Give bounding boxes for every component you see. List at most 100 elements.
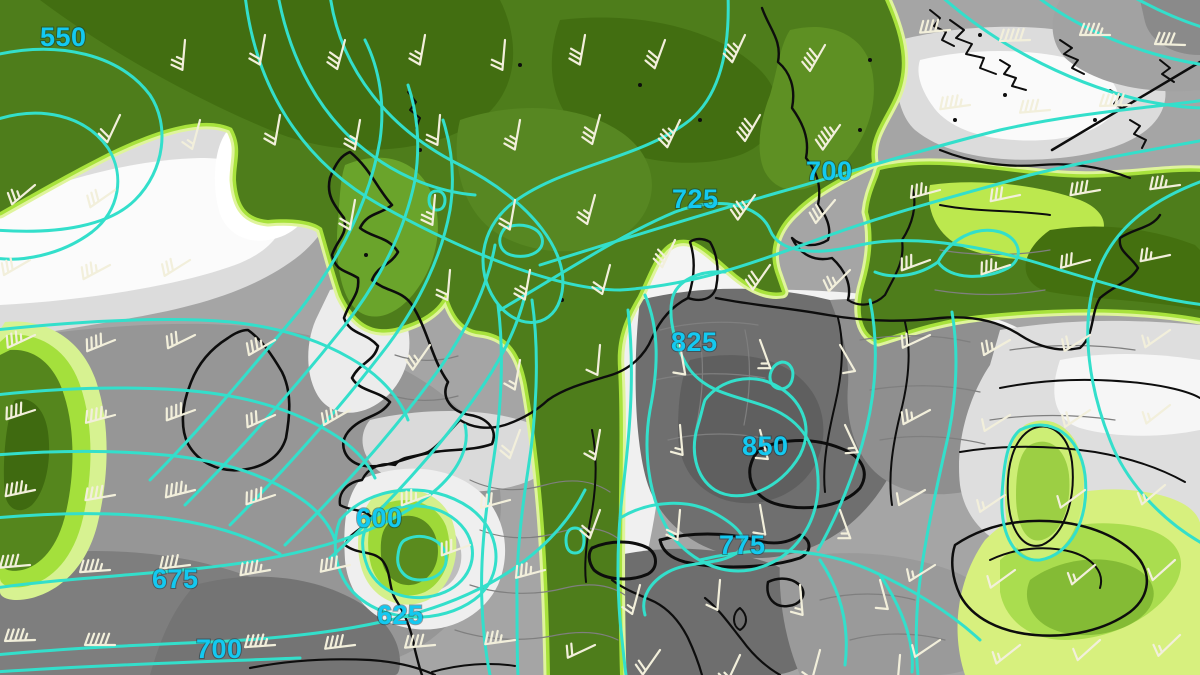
wind-barb [585,343,602,376]
wind-barb [1147,558,1177,582]
wind-barb [1066,563,1097,586]
border-line [939,204,1051,216]
wind-barb [85,332,117,353]
isoline [873,228,1020,278]
island-dot [364,253,368,257]
wind-barb [919,18,952,34]
border-line [431,663,516,673]
wind-barb [326,38,347,71]
isoline [328,293,527,560]
contour-label: 850 [742,431,789,461]
scotland-lighter [336,157,438,317]
border-line [686,237,719,302]
wind-barb [338,198,357,231]
wind-barb [80,261,112,281]
border-line [951,519,1148,637]
wind-barb [84,484,117,502]
isoline [818,558,848,667]
border-line [714,213,1162,351]
isoline [498,223,544,258]
admin-border [819,593,916,601]
isoline [616,308,633,675]
isoline [515,298,538,675]
island-dot [698,118,702,122]
isoline [0,47,164,233]
wind-barb [0,257,32,277]
admin-border [869,385,981,393]
contour-label: 600 [356,503,403,533]
wind-barb [86,188,117,209]
wind-barb [181,118,202,151]
wind-barb [263,113,282,146]
wind-barb [161,257,192,277]
wind-barb [1072,638,1102,662]
wind-barb [814,123,842,151]
island-dot [1093,118,1097,122]
wind-barb [801,43,827,73]
contour-label: 675 [152,564,199,594]
border-line [846,186,916,306]
border-line [959,445,1186,483]
isoline [698,549,982,642]
atl-band-white [0,158,286,305]
wind-barb [843,423,859,455]
border-line [889,321,910,506]
isoline [0,423,468,589]
admin-border [849,633,946,641]
wind-barb [479,492,512,509]
wind-barb [672,343,687,376]
wind-barb [1149,174,1182,191]
wind-barb [165,330,197,350]
ne-corner-dark [1140,0,1200,55]
border-line [989,547,1103,589]
wind-barb [634,648,662,675]
wind-barb [503,118,522,151]
west-streak-core [3,398,50,511]
wind-barb [1152,633,1182,657]
wind-barb [669,423,684,456]
wind-barb [657,118,682,149]
border-line [610,578,704,675]
wind-barb [722,33,747,64]
wind-barb [84,405,117,424]
wind-barb [490,38,507,71]
border-line [929,9,955,47]
wind-barb [1141,328,1172,349]
wind-barb [400,488,432,507]
wind-barb [159,554,192,570]
border-line [1159,59,1175,83]
contour-label: 775 [719,530,766,560]
wind-barb [644,38,667,70]
border-line [181,328,291,472]
admin-border [454,629,619,641]
contour-label: 725 [672,184,719,214]
isoline [1135,0,1200,29]
wind-barb [165,402,197,422]
isoline [1039,0,1200,66]
admin-borders-layer [389,249,1136,641]
isoline [643,270,820,573]
wind-barb [245,486,277,506]
wind-barb [324,634,357,650]
wind-barb [404,343,432,371]
wind-barb [621,583,642,616]
wind-barb [909,182,942,199]
wind-barb [652,238,677,269]
wind-barb [343,118,362,151]
sw-darker-band [150,576,400,675]
wind-barb-layer [0,18,1187,675]
wind-barb [900,253,932,272]
wind-barb [757,338,772,370]
border-line [1006,425,1074,547]
wind-barb [801,648,822,675]
isoline [0,318,410,422]
isoline [878,573,914,674]
wind-barb [579,508,602,540]
wind-barb [248,33,267,66]
contour-label: 550 [40,22,87,52]
wind-barb [1059,252,1092,269]
isoline [283,243,497,547]
isoline [498,202,1200,312]
wind-barb [789,583,804,616]
